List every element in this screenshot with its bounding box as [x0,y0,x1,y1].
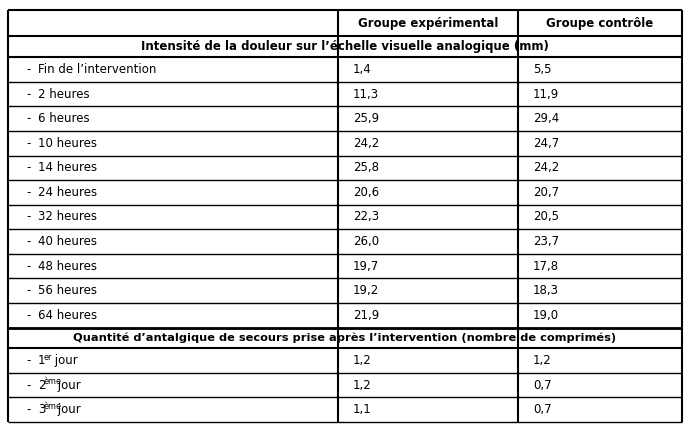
Text: 20,5: 20,5 [533,210,559,223]
Text: 2: 2 [38,378,46,392]
Text: 22,3: 22,3 [353,210,379,223]
Text: 1,2: 1,2 [353,354,372,367]
Text: 19,2: 19,2 [353,284,380,297]
Text: 21,9: 21,9 [353,309,380,322]
Text: 48 heures: 48 heures [38,260,97,273]
Text: 25,8: 25,8 [353,161,379,174]
Text: 25,9: 25,9 [353,112,379,125]
Text: 24,2: 24,2 [353,137,380,150]
Text: 40 heures: 40 heures [38,235,97,248]
Text: 29,4: 29,4 [533,112,560,125]
Text: Groupe expérimental: Groupe expérimental [358,17,498,30]
Text: 24 heures: 24 heures [38,186,97,199]
Text: jour: jour [55,403,81,416]
Text: ème: ème [43,402,61,411]
Text: 1,2: 1,2 [533,354,552,367]
Text: 3: 3 [38,403,46,416]
Text: -: - [26,403,30,416]
Text: 11,9: 11,9 [533,88,560,101]
Text: 20,6: 20,6 [353,186,379,199]
Text: -: - [26,260,30,273]
Text: 24,2: 24,2 [533,161,560,174]
Text: -: - [26,378,30,392]
Text: Intensité de la douleur sur l’échelle visuelle analogique (mm): Intensité de la douleur sur l’échelle vi… [141,40,549,54]
Text: Quantité d’antalgique de secours prise après l’intervention (nombre de comprimés: Quantité d’antalgique de secours prise a… [73,333,617,343]
Text: 24,7: 24,7 [533,137,560,150]
Text: Fin de l’intervention: Fin de l’intervention [38,63,157,76]
Text: -: - [26,210,30,223]
Text: -: - [26,112,30,125]
Text: -: - [26,88,30,101]
Text: 1,4: 1,4 [353,63,372,76]
Text: 64 heures: 64 heures [38,309,97,322]
Text: 19,0: 19,0 [533,309,559,322]
Text: 10 heures: 10 heures [38,137,97,150]
Text: 23,7: 23,7 [533,235,559,248]
Text: 5,5: 5,5 [533,63,551,76]
Text: ème: ème [43,377,61,386]
Text: 19,7: 19,7 [353,260,380,273]
Text: er: er [43,353,52,362]
Text: 14 heures: 14 heures [38,161,97,174]
Text: 1: 1 [38,354,46,367]
Text: 56 heures: 56 heures [38,284,97,297]
Text: -: - [26,137,30,150]
Text: 6 heures: 6 heures [38,112,90,125]
Text: -: - [26,63,30,76]
Text: 26,0: 26,0 [353,235,379,248]
Text: 2 heures: 2 heures [38,88,90,101]
Text: Groupe contrôle: Groupe contrôle [546,17,653,30]
Text: 0,7: 0,7 [533,378,551,392]
Text: 1,1: 1,1 [353,403,372,416]
Text: -: - [26,309,30,322]
Text: 20,7: 20,7 [533,186,559,199]
Text: -: - [26,161,30,174]
Text: -: - [26,186,30,199]
Text: jour: jour [55,378,81,392]
Text: jour: jour [50,354,77,367]
Text: 32 heures: 32 heures [38,210,97,223]
Text: 17,8: 17,8 [533,260,559,273]
Text: 11,3: 11,3 [353,88,379,101]
Text: -: - [26,235,30,248]
Text: -: - [26,354,30,367]
Text: -: - [26,284,30,297]
Text: 18,3: 18,3 [533,284,559,297]
Text: 0,7: 0,7 [533,403,551,416]
Text: 1,2: 1,2 [353,378,372,392]
